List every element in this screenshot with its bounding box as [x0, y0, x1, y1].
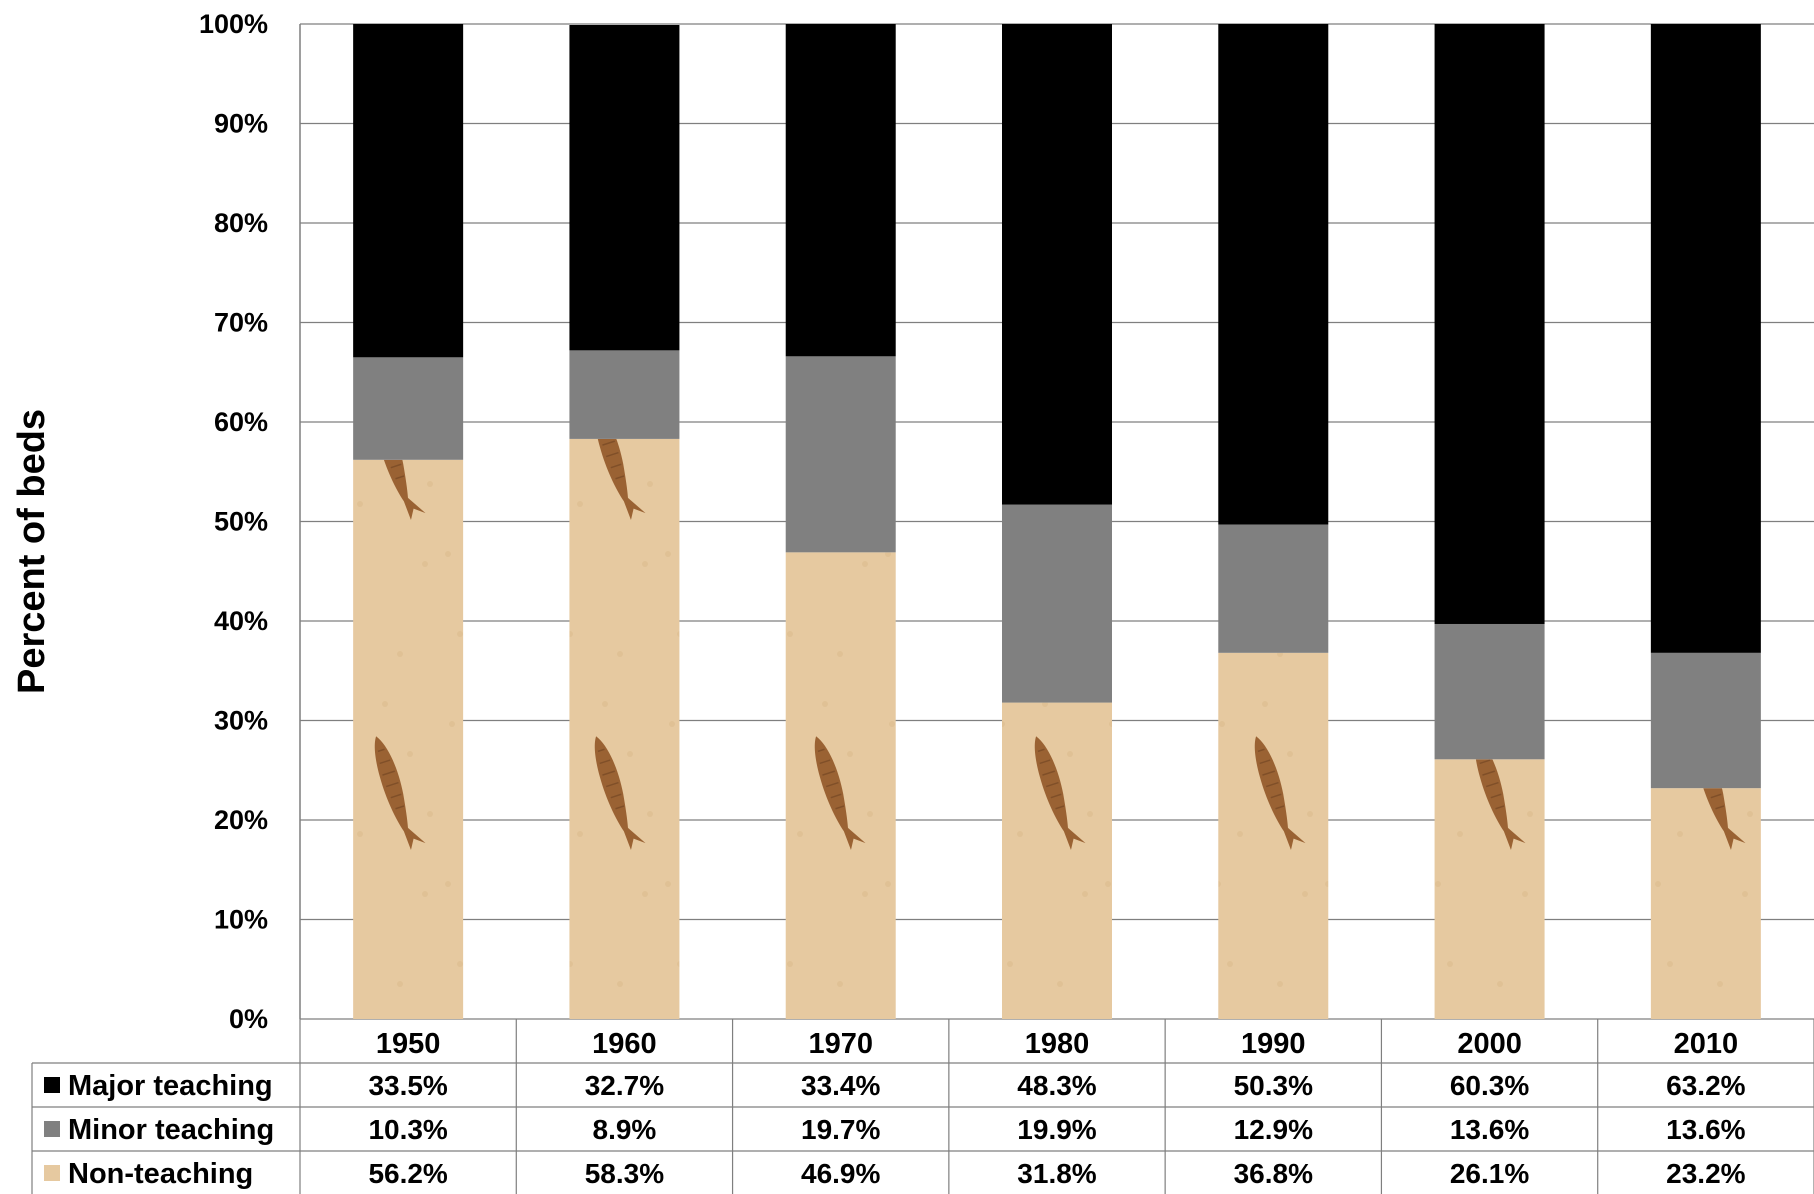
x-category-label: 1950 — [376, 1028, 441, 1060]
bar-non-teaching-1980 — [1002, 702, 1112, 1019]
data-cell-label: 60.3% — [1450, 1070, 1529, 1101]
y-tick-label: 80% — [214, 208, 268, 238]
data-cell-label: 12.9% — [1234, 1114, 1313, 1145]
bar-non-teaching-1950 — [353, 459, 464, 1019]
x-category-label: 2010 — [1674, 1028, 1739, 1060]
bar-minor-teaching-1980 — [1002, 504, 1112, 703]
data-cell-label: 13.6% — [1666, 1114, 1745, 1145]
y-tick-label: 60% — [214, 407, 268, 437]
bar-minor-teaching-1970 — [785, 356, 896, 553]
data-cell-label: 33.4% — [801, 1070, 880, 1101]
data-cell-label: 32.7% — [585, 1070, 664, 1101]
legend-key-non-teaching — [44, 1165, 60, 1181]
bar-major-teaching-1970 — [785, 24, 896, 357]
bar-major-teaching-1990 — [1218, 24, 1329, 525]
data-cell-label: 63.2% — [1666, 1070, 1745, 1101]
y-tick-label: 30% — [214, 706, 268, 736]
legend-key-minor-teaching — [44, 1121, 60, 1137]
bar-minor-teaching-2000 — [1434, 623, 1545, 760]
data-cell-label: 13.6% — [1450, 1114, 1529, 1145]
data-cell-label: 19.7% — [801, 1114, 880, 1145]
data-cell-label: 46.9% — [801, 1158, 880, 1189]
y-tick-label: 90% — [214, 109, 268, 139]
x-category-label: 1990 — [1241, 1028, 1306, 1060]
bar-major-teaching-2010 — [1650, 24, 1761, 653]
x-category-label: 1980 — [1025, 1028, 1090, 1060]
data-cell-label: 56.2% — [368, 1158, 447, 1189]
bar-minor-teaching-1950 — [353, 357, 464, 460]
y-tick-label: 20% — [214, 805, 268, 835]
data-cell-label: 26.1% — [1450, 1158, 1529, 1189]
bar-major-teaching-1960 — [569, 24, 680, 351]
bar-minor-teaching-1990 — [1218, 524, 1329, 653]
data-cell-label: 31.8% — [1017, 1158, 1096, 1189]
bar-minor-teaching-1960 — [569, 350, 680, 439]
y-tick-label: 40% — [214, 606, 268, 636]
legend-label: Major teaching — [68, 1070, 273, 1102]
legend-label: Minor teaching — [68, 1114, 274, 1146]
legend-label: Non-teaching — [68, 1158, 253, 1190]
bar-major-teaching-1980 — [1002, 24, 1112, 505]
y-tick-label: 70% — [214, 308, 268, 338]
y-tick-label: 50% — [214, 507, 268, 537]
bar-non-teaching-2010 — [1650, 788, 1761, 1019]
data-cell-label: 58.3% — [585, 1158, 664, 1189]
data-cell-label: 23.2% — [1666, 1158, 1745, 1189]
data-cell-label: 19.9% — [1017, 1114, 1096, 1145]
x-category-label: 2000 — [1457, 1028, 1522, 1060]
y-axis-title: Percent of beds — [11, 409, 53, 694]
y-tick-label: 10% — [214, 905, 268, 935]
data-cell-label: 33.5% — [368, 1070, 447, 1101]
x-category-label: 1960 — [592, 1028, 657, 1060]
x-category-label: 1970 — [808, 1028, 873, 1060]
bar-minor-teaching-2010 — [1650, 652, 1761, 789]
y-tick-label: 100% — [199, 9, 268, 39]
bar-major-teaching-1950 — [353, 24, 464, 358]
data-cell-label: 8.9% — [593, 1114, 657, 1145]
y-tick-label: 0% — [229, 1004, 268, 1034]
bar-non-teaching-1960 — [569, 438, 680, 1019]
bar-non-teaching-1970 — [785, 552, 896, 1019]
bar-major-teaching-2000 — [1434, 24, 1545, 624]
data-cell-label: 10.3% — [368, 1114, 447, 1145]
legend-key-major-teaching — [44, 1077, 60, 1093]
data-cell-label: 48.3% — [1017, 1070, 1096, 1101]
data-cell-label: 36.8% — [1234, 1158, 1313, 1189]
data-cell-label: 50.3% — [1234, 1070, 1313, 1101]
bar-non-teaching-2000 — [1434, 759, 1545, 1019]
bar-non-teaching-1990 — [1218, 652, 1329, 1019]
